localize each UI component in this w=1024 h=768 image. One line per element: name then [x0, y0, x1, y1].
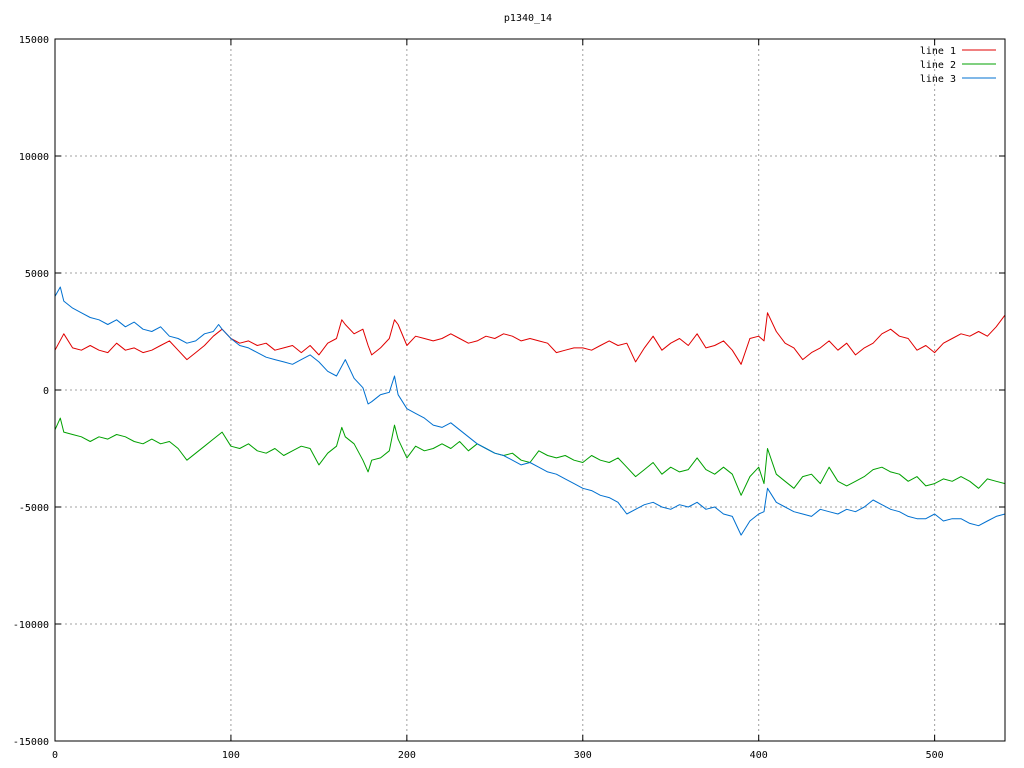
x-tick-label: 100: [222, 750, 240, 761]
chart-title: p1340_14: [504, 13, 552, 24]
axis-ticks: -15000 -10000 -5000 0 5000 10000 15000 0 100 200 3…: [13, 35, 1005, 761]
series-line-3: [54, 286, 1006, 536]
plot-border: [54, 38, 1006, 742]
legend: line 1 line 2 line 3: [920, 46, 996, 85]
series-line-1: [54, 312, 1006, 365]
series-line-2: [54, 417, 1006, 496]
legend-label-1: line 1: [920, 46, 956, 57]
x-tick-label: 500: [926, 750, 944, 761]
y-tick-label: 15000: [19, 35, 49, 46]
y-tick-label: -10000: [13, 620, 49, 631]
y-tick-label: 0: [43, 386, 49, 397]
y-tick-label: -5000: [19, 503, 49, 514]
series-group: [54, 286, 1006, 536]
grid: [55, 39, 1005, 741]
y-tick-label: 5000: [25, 269, 49, 280]
y-tick-label: -15000: [13, 737, 49, 748]
x-tick-label: 0: [52, 750, 58, 761]
legend-label-2: line 2: [920, 60, 956, 71]
x-tick-label: 400: [750, 750, 768, 761]
x-tick-label: 200: [398, 750, 416, 761]
y-tick-label: 10000: [19, 152, 49, 163]
legend-label-3: line 3: [920, 74, 956, 85]
x-tick-label: 300: [574, 750, 592, 761]
